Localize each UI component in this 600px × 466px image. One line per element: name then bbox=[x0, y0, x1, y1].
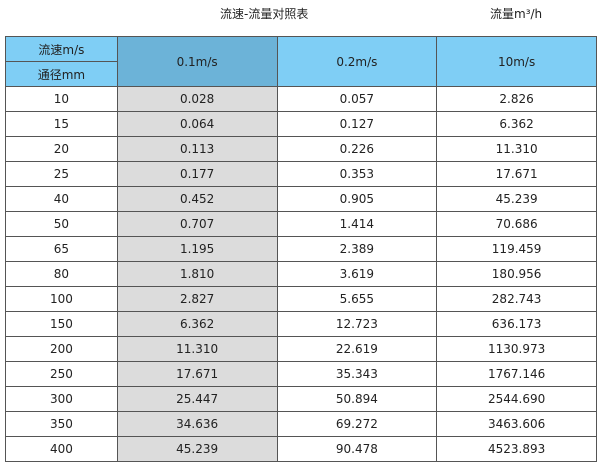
flow-cell: 0.028 bbox=[116, 86, 278, 112]
diameter-cell: 300 bbox=[5, 386, 118, 412]
table-row: 250 17.671 35.343 1767.146 bbox=[5, 361, 597, 387]
flow-cell: 6.362 bbox=[436, 111, 597, 137]
flow-cell: 0.905 bbox=[276, 186, 438, 212]
flow-cell: 4523.893 bbox=[436, 436, 597, 462]
flow-cell: 50.894 bbox=[276, 386, 438, 412]
diameter-cell: 200 bbox=[5, 336, 118, 362]
table-row: 400 45.239 90.478 4523.893 bbox=[5, 436, 597, 462]
diameter-cell: 20 bbox=[5, 136, 118, 162]
diameter-cell: 25 bbox=[5, 161, 118, 187]
column-header: 10m/s bbox=[436, 36, 597, 87]
flow-cell: 25.447 bbox=[116, 386, 278, 412]
table-row: 50 0.707 1.414 70.686 bbox=[5, 211, 597, 237]
flow-cell: 2.389 bbox=[276, 236, 438, 262]
diameter-cell: 250 bbox=[5, 361, 118, 387]
flow-cell: 45.239 bbox=[436, 186, 597, 212]
flow-cell: 34.636 bbox=[116, 411, 278, 437]
flow-cell: 5.655 bbox=[276, 286, 438, 312]
table-row: 80 1.810 3.619 180.956 bbox=[5, 261, 597, 287]
diameter-cell: 150 bbox=[5, 311, 118, 337]
column-header: 0.2m/s bbox=[276, 36, 438, 87]
flow-cell: 3.619 bbox=[276, 261, 438, 287]
column-header: 0.1m/s bbox=[116, 36, 278, 87]
flow-cell: 0.127 bbox=[276, 111, 438, 137]
flow-cell: 636.173 bbox=[436, 311, 597, 337]
flow-cell: 3463.606 bbox=[436, 411, 597, 437]
diameter-cell: 50 bbox=[5, 211, 118, 237]
diameter-header: 通径mm bbox=[5, 61, 118, 87]
table-row: 300 25.447 50.894 2544.690 bbox=[5, 386, 597, 412]
flow-cell: 6.362 bbox=[116, 311, 278, 337]
flow-cell: 0.113 bbox=[116, 136, 278, 162]
flow-cell: 2.827 bbox=[116, 286, 278, 312]
flow-cell: 1.195 bbox=[116, 236, 278, 262]
flow-cell: 0.177 bbox=[116, 161, 278, 187]
table-row: 150 6.362 12.723 636.173 bbox=[5, 311, 597, 337]
flow-cell: 119.459 bbox=[436, 236, 597, 262]
diameter-cell: 100 bbox=[5, 286, 118, 312]
flow-cell: 69.272 bbox=[276, 411, 438, 437]
flow-cell: 2544.690 bbox=[436, 386, 597, 412]
flow-cell: 45.239 bbox=[116, 436, 278, 462]
diameter-cell: 80 bbox=[5, 261, 118, 287]
flow-cell: 35.343 bbox=[276, 361, 438, 387]
flow-cell: 1.810 bbox=[116, 261, 278, 287]
table-row: 20 0.113 0.226 11.310 bbox=[5, 136, 597, 162]
diameter-cell: 40 bbox=[5, 186, 118, 212]
table-row: 100 2.827 5.655 282.743 bbox=[5, 286, 597, 312]
velocity-header: 流速m/s bbox=[5, 36, 118, 62]
flow-cell: 0.452 bbox=[116, 186, 278, 212]
table-row: 10 0.028 0.057 2.826 bbox=[5, 86, 597, 112]
flow-cell: 70.686 bbox=[436, 211, 597, 237]
flow-cell: 0.226 bbox=[276, 136, 438, 162]
flow-cell: 90.478 bbox=[276, 436, 438, 462]
unit-label: 流量m³/h bbox=[490, 7, 543, 21]
diameter-cell: 65 bbox=[5, 236, 118, 262]
flow-cell: 11.310 bbox=[116, 336, 278, 362]
table-row: 15 0.064 0.127 6.362 bbox=[5, 111, 597, 137]
diameter-cell: 10 bbox=[5, 86, 118, 112]
diameter-cell: 15 bbox=[5, 111, 118, 137]
diameter-cell: 350 bbox=[5, 411, 118, 437]
flow-cell: 282.743 bbox=[436, 286, 597, 312]
flow-cell: 0.707 bbox=[116, 211, 278, 237]
flow-cell: 17.671 bbox=[436, 161, 597, 187]
flow-cell: 12.723 bbox=[276, 311, 438, 337]
flow-cell: 17.671 bbox=[116, 361, 278, 387]
flow-table: 流速m/s 0.1m/s 0.2m/s 10m/s 通径mm 10 0.028 0.… bbox=[5, 36, 597, 462]
table-row: 350 34.636 69.272 3463.606 bbox=[5, 411, 597, 437]
flow-cell: 11.310 bbox=[436, 136, 597, 162]
flow-cell: 1130.973 bbox=[436, 336, 597, 362]
flow-cell: 22.619 bbox=[276, 336, 438, 362]
table-row: 65 1.195 2.389 119.459 bbox=[5, 236, 597, 262]
diameter-cell: 400 bbox=[5, 436, 118, 462]
table-title: 流速-流量对照表 bbox=[220, 7, 309, 21]
flow-cell: 1.414 bbox=[276, 211, 438, 237]
flow-cell: 0.353 bbox=[276, 161, 438, 187]
flow-cell: 1767.146 bbox=[436, 361, 597, 387]
flow-cell: 0.064 bbox=[116, 111, 278, 137]
flow-cell: 180.956 bbox=[436, 261, 597, 287]
table-row: 40 0.452 0.905 45.239 bbox=[5, 186, 597, 212]
flow-cell: 2.826 bbox=[436, 86, 597, 112]
flow-cell: 0.057 bbox=[276, 86, 438, 112]
table-row: 25 0.177 0.353 17.671 bbox=[5, 161, 597, 187]
table-row: 200 11.310 22.619 1130.973 bbox=[5, 336, 597, 362]
